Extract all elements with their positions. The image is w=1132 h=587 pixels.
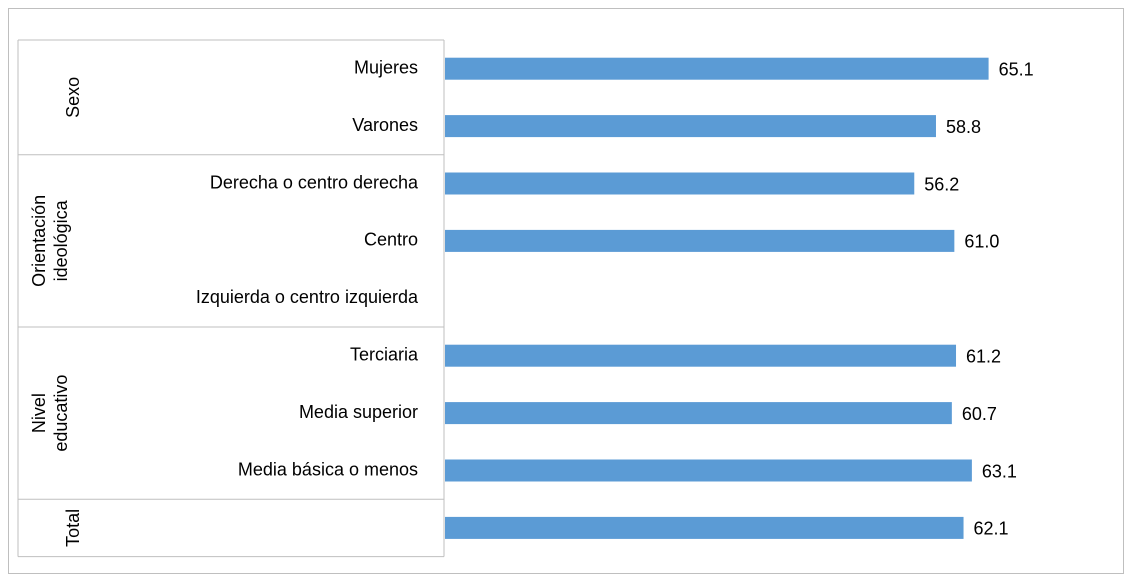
bar	[445, 516, 964, 539]
chart-border	[8, 8, 1124, 574]
value-label: 56.2	[924, 174, 959, 194]
category-label: Terciaria	[350, 344, 419, 364]
category-label: Centro	[364, 230, 418, 250]
value-label: 62.1	[974, 519, 1009, 539]
value-label: 61.2	[966, 346, 1001, 366]
bar	[445, 459, 972, 482]
group-label: Nivel educativo	[29, 375, 71, 452]
bar	[445, 57, 989, 80]
bar	[445, 115, 936, 138]
value-label: 61.0	[964, 232, 999, 252]
category-label: Izquierda o centro izquierda	[196, 287, 419, 307]
category-label: Mujeres	[354, 57, 418, 77]
group-label: Total	[63, 509, 83, 547]
category-label: Derecha o centro derecha	[210, 172, 419, 192]
category-label: Media básica o menos	[238, 459, 418, 479]
category-label: Varones	[352, 115, 418, 135]
bar	[445, 229, 955, 252]
bar	[445, 172, 915, 195]
value-label: 63.1	[982, 461, 1017, 481]
bar	[445, 344, 957, 367]
value-label: 60.7	[962, 404, 997, 424]
bar	[445, 402, 952, 425]
group-label: Sexo	[63, 77, 83, 118]
value-label: 65.1	[999, 59, 1034, 79]
category-label: Media superior	[299, 402, 418, 422]
value-label: 58.8	[946, 117, 981, 137]
group-label: Orientación ideológica	[29, 195, 71, 287]
